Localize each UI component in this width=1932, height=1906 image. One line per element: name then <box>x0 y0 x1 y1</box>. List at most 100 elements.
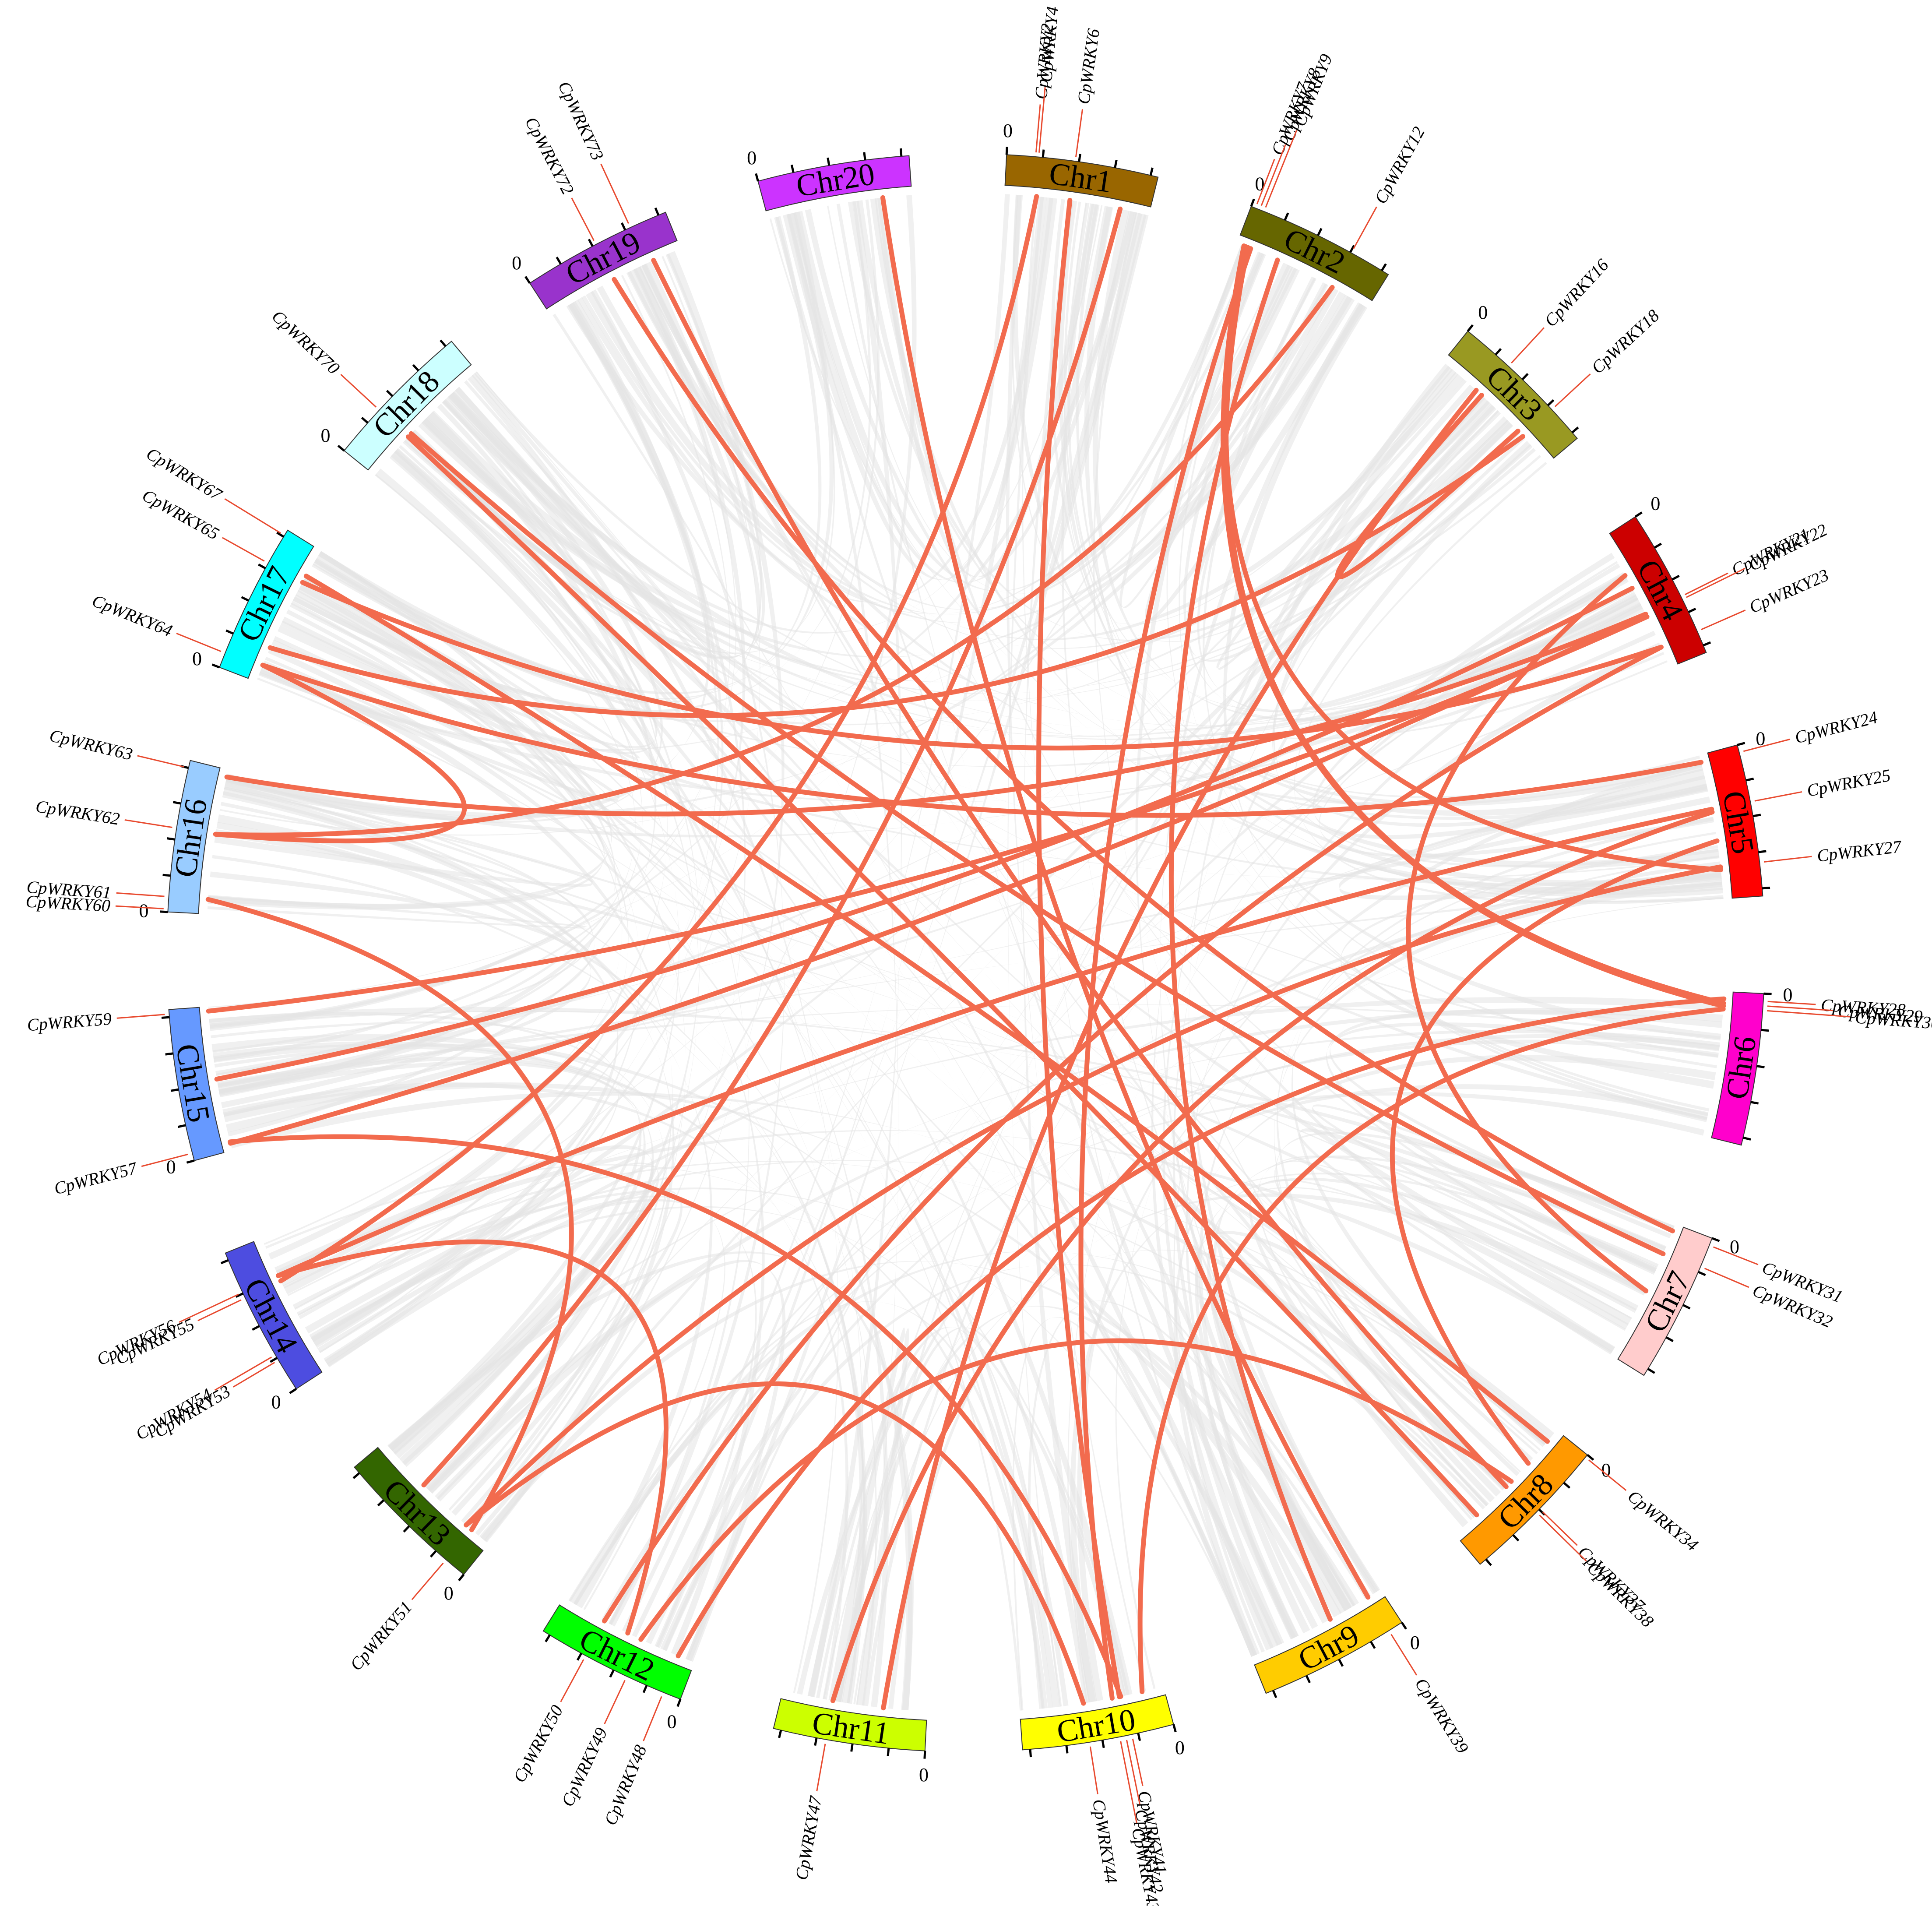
axis-tick <box>778 1730 782 1738</box>
axis-tick <box>1745 777 1754 782</box>
axis-tick <box>241 596 249 602</box>
axis-tick <box>276 532 285 538</box>
axis-tick <box>1587 1454 1594 1461</box>
axis-tick <box>1512 1534 1520 1542</box>
synteny-ribbon <box>828 1327 909 1706</box>
wrky-link <box>1168 257 1333 1622</box>
synteny-ribbon <box>298 1163 659 1459</box>
gene-leader-line <box>643 1696 662 1741</box>
wrky-link <box>1406 573 1649 1293</box>
axis-tick <box>1137 1733 1141 1741</box>
chromosome-chr18 <box>343 341 472 471</box>
chromosome-chr1 <box>1004 154 1159 208</box>
axis-tick <box>165 1052 173 1056</box>
axis-tick <box>289 1388 297 1394</box>
chromosome-chr4 <box>1609 516 1707 665</box>
axis-tick <box>458 1574 465 1582</box>
gene-label: CpWRKY34 <box>1624 1486 1702 1555</box>
axis-tick <box>814 1737 818 1746</box>
synteny-ribbon <box>388 451 679 1451</box>
axis-tick <box>1647 1368 1655 1374</box>
wrky-link <box>1390 838 1720 1466</box>
wrky-link <box>303 574 1550 1444</box>
gene-label: CpWRKY6 <box>1073 28 1103 106</box>
wrky-link <box>880 195 1371 1600</box>
gene-leader-line <box>1035 104 1041 153</box>
axis-tick <box>1682 1304 1691 1310</box>
gene-label: CpWRKY24 <box>1793 707 1879 747</box>
axis-tick <box>337 445 345 452</box>
axis-tick <box>172 801 181 805</box>
gene-leader-line <box>411 1562 444 1600</box>
axis-tick <box>887 1748 890 1756</box>
gene-leader-line <box>1713 1246 1759 1265</box>
zero-tick-label: 0 <box>1783 984 1793 1006</box>
axis-tick <box>1349 245 1355 253</box>
wrky-link <box>1137 1006 1726 1695</box>
chromosome-chr2 <box>1239 206 1389 301</box>
synteny-ribbon <box>639 264 1298 610</box>
gene-label: CpWRKY72 <box>521 113 578 197</box>
zero-tick-label: 0 <box>1410 1632 1420 1653</box>
axis-tick <box>545 1634 551 1642</box>
wrky-link <box>651 257 1509 1489</box>
axis-tick <box>252 1325 260 1331</box>
axis-tick <box>1467 324 1474 332</box>
gene-leader-line <box>1511 327 1545 364</box>
zero-tick-label: 0 <box>512 252 521 274</box>
gene-leader-line <box>1764 856 1812 863</box>
axis-tick <box>1078 154 1081 162</box>
gene-leader-line <box>1038 87 1046 153</box>
zero-tick-label: 0 <box>166 1156 176 1177</box>
axis-tick <box>1703 641 1711 647</box>
gene-leader-line <box>1767 1005 1833 1011</box>
axis-tick <box>186 1159 195 1164</box>
gene-leader-line <box>1390 1634 1418 1676</box>
axis-tick <box>1101 1740 1105 1748</box>
gene-leader-line <box>1089 1746 1098 1794</box>
synteny-ribbon <box>208 583 612 910</box>
gene-label: CpWRKY62 <box>34 796 121 829</box>
axis-tick <box>352 1472 360 1479</box>
synteny-ribbon <box>1160 302 1364 1611</box>
gene-label: CpWRKY39 <box>1411 1674 1473 1757</box>
chromosome-chr8 <box>1460 1435 1588 1565</box>
gene-leader-line <box>1588 1459 1627 1491</box>
gene-label: CpWRKY44 <box>1089 1798 1121 1885</box>
zero-tick-label: 0 <box>444 1582 454 1604</box>
wrky-link <box>228 1134 1123 1699</box>
axis-tick <box>1753 814 1761 817</box>
gene-leader-line <box>141 1153 189 1167</box>
chromosome-chr17 <box>219 529 314 679</box>
axis-tick <box>863 152 866 160</box>
axis-tick <box>377 1499 385 1507</box>
zero-tick-label: 0 <box>271 1391 281 1413</box>
synteny-ribbon <box>223 796 1710 1117</box>
wrky-link <box>421 206 1123 1487</box>
chromosome-chr6 <box>1711 991 1764 1146</box>
wrky-link <box>464 1381 1086 1706</box>
zero-tick-label: 0 <box>667 1711 677 1732</box>
chromosome-chr11 <box>773 1698 927 1751</box>
axis-tick <box>1317 228 1323 236</box>
gene-label: CpWRKY57 <box>52 1158 140 1198</box>
axis-tick <box>1665 1336 1674 1342</box>
gene-leader-line <box>560 1659 584 1702</box>
chromosome-chr10 <box>1020 1694 1174 1751</box>
zero-tick-label: 0 <box>1255 173 1264 195</box>
axis-tick <box>1634 511 1643 518</box>
gene-leader-line <box>176 633 222 652</box>
gene-leader-line <box>1704 1268 1749 1288</box>
gene-label: CpWRKY63 <box>48 726 135 765</box>
axis-tick <box>642 1685 648 1693</box>
chromosome-label: Chr11 <box>810 1705 892 1751</box>
gene-label: CpWRKY48 <box>600 1742 651 1828</box>
axis-tick <box>386 390 394 397</box>
wrky-link <box>205 897 574 1533</box>
axis-tick <box>1737 742 1745 746</box>
gene-leader-line <box>222 537 265 562</box>
axis-tick <box>1250 198 1255 207</box>
synteny-ribbon <box>1023 200 1097 1703</box>
